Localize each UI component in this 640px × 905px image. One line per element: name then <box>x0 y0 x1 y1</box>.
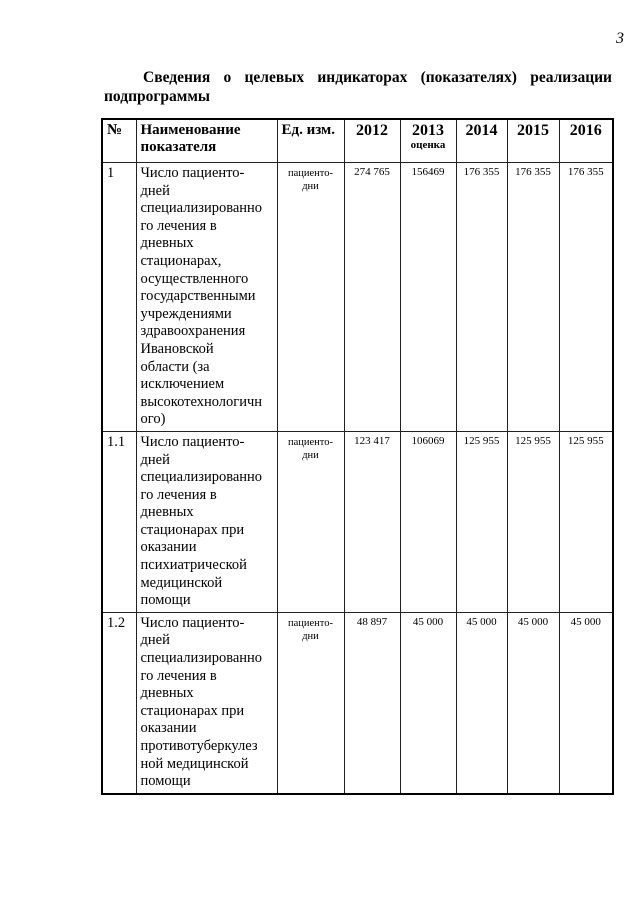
header-2013-note: оценка <box>410 139 446 151</box>
header-unit: Ед. изм. <box>276 118 345 163</box>
value-2013: 106069 <box>399 430 457 613</box>
document-title: Сведения о целевых индикаторах (показате… <box>104 69 612 105</box>
table-header-row: № Наименование показателя Ед. изм. 2012 … <box>101 118 614 163</box>
row-name: Число пациенто- дней специализированно г… <box>135 162 278 432</box>
header-num: № <box>101 118 137 163</box>
table-row: 1.2 Число пациенто- дней специализирован… <box>101 611 614 795</box>
header-2013: 2013 оценка <box>399 118 457 163</box>
header-2013-year: 2013 <box>412 122 444 139</box>
row-name: Число пациенто- дней специализированно г… <box>135 430 278 613</box>
value-2013: 45 000 <box>399 611 457 795</box>
table-row: 1 Число пациенто- дней специализированно… <box>101 162 614 432</box>
table-row: 1.1 Число пациенто- дней специализирован… <box>101 430 614 613</box>
value-2013: 156469 <box>399 162 457 432</box>
value-2016: 45 000 <box>558 611 614 795</box>
row-unit: пациенто-дни <box>276 611 345 795</box>
header-2012: 2012 <box>343 118 401 163</box>
value-2016: 125 955 <box>558 430 614 613</box>
page-number: 3 <box>616 30 624 47</box>
header-2016: 2016 <box>558 118 614 163</box>
row-name: Число пациенто- дней специализированно г… <box>135 611 278 795</box>
header-2014: 2014 <box>455 118 508 163</box>
header-2015: 2015 <box>506 118 560 163</box>
value-2014: 45 000 <box>455 611 508 795</box>
value-2012: 274 765 <box>343 162 401 432</box>
value-2012: 123 417 <box>343 430 401 613</box>
value-2014: 125 955 <box>455 430 508 613</box>
row-unit: пациенто-дни <box>276 430 345 613</box>
value-2014: 176 355 <box>455 162 508 432</box>
value-2015: 125 955 <box>506 430 560 613</box>
value-2012: 48 897 <box>343 611 401 795</box>
row-unit: пациенто-дни <box>276 162 345 432</box>
row-num: 1.2 <box>101 611 137 795</box>
indicators-table: № Наименование показателя Ед. изм. 2012 … <box>101 118 614 795</box>
value-2016: 176 355 <box>558 162 614 432</box>
row-num: 1.1 <box>101 430 137 613</box>
value-2015: 45 000 <box>506 611 560 795</box>
header-name: Наименование показателя <box>135 118 278 163</box>
value-2015: 176 355 <box>506 162 560 432</box>
row-num: 1 <box>101 162 137 432</box>
